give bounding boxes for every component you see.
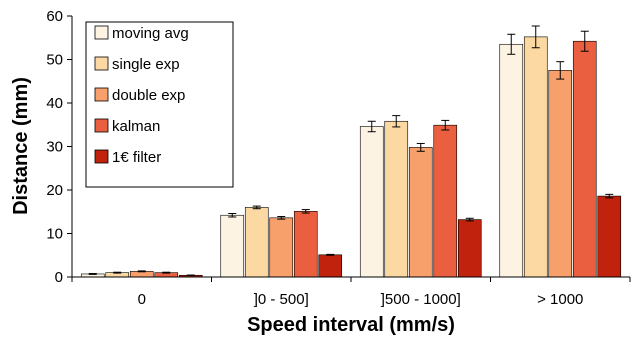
error-bars — [88, 25, 614, 276]
error-bar — [301, 209, 310, 214]
bar — [499, 43, 524, 278]
legend-label: 1€ filter — [112, 149, 161, 166]
bar — [408, 147, 433, 278]
legend: moving avg single exp double exp kalman 1€ f… — [85, 21, 234, 188]
legend-swatch — [94, 118, 109, 133]
bar — [384, 120, 409, 278]
bar — [318, 254, 343, 278]
x-category-labels: 0 ]0 - 500] ]500 - 1000] > 1000 — [138, 291, 584, 308]
y-tick-label: 0 — [55, 269, 63, 286]
x-category-label: > 1000 — [537, 291, 583, 308]
legend-label: double exp — [112, 87, 185, 104]
error-bar — [252, 205, 261, 210]
legend-swatch — [94, 25, 109, 40]
error-bar — [556, 61, 565, 80]
bar — [269, 217, 294, 278]
bar — [220, 214, 245, 278]
error-bar — [507, 33, 516, 55]
bar — [359, 126, 384, 278]
bar — [572, 40, 597, 278]
legend-label: kalman — [112, 118, 160, 135]
y-tick-label: 60 — [46, 8, 63, 25]
legend-swatch — [94, 87, 109, 102]
error-bar — [531, 25, 540, 49]
error-bar — [367, 120, 376, 133]
bar — [523, 36, 548, 278]
legend-item: double exp — [94, 87, 185, 104]
legend-item: 1€ filter — [94, 149, 161, 166]
error-bar — [580, 30, 589, 52]
bar — [293, 211, 318, 278]
legend-swatch — [94, 56, 109, 71]
legend-box — [85, 21, 234, 188]
error-bar — [465, 217, 474, 222]
legend-label: moving avg — [112, 25, 189, 42]
y-tick-label: 30 — [46, 139, 63, 156]
x-category-label: ]0 - 500] — [254, 291, 309, 308]
legend-swatch — [94, 149, 109, 164]
bar — [244, 207, 269, 278]
error-bar — [228, 212, 237, 218]
x-axis-title: Speed interval (mm/s) — [247, 314, 455, 336]
bar — [597, 195, 622, 278]
axes — [67, 15, 631, 282]
legend-item: kalman — [94, 118, 160, 135]
x-category-label: ]500 - 1000] — [381, 291, 461, 308]
bar — [433, 124, 458, 278]
y-tick-label: 50 — [46, 52, 63, 69]
error-bar — [113, 271, 122, 274]
error-bar — [392, 115, 401, 128]
bar — [457, 219, 482, 278]
bar — [548, 70, 573, 278]
x-category-label: 0 — [138, 291, 146, 308]
bars — [80, 36, 622, 278]
error-bar — [162, 271, 171, 274]
legend-item: single exp — [94, 56, 180, 73]
error-bar — [88, 273, 97, 275]
y-tick-label: 10 — [46, 226, 63, 243]
legend-label: single exp — [112, 56, 180, 73]
error-bar — [605, 193, 614, 199]
y-tick-label: 20 — [46, 182, 63, 199]
error-bar — [441, 119, 450, 131]
y-axis-title: Distance (mm) — [10, 77, 32, 215]
y-tick-label: 40 — [46, 95, 63, 112]
error-bar — [416, 142, 425, 152]
error-bar — [277, 216, 286, 220]
error-bar — [326, 253, 335, 256]
y-tick-labels: 0 10 20 30 40 50 60 — [46, 8, 63, 286]
error-bar — [137, 270, 146, 273]
legend-item: moving avg — [94, 25, 189, 42]
